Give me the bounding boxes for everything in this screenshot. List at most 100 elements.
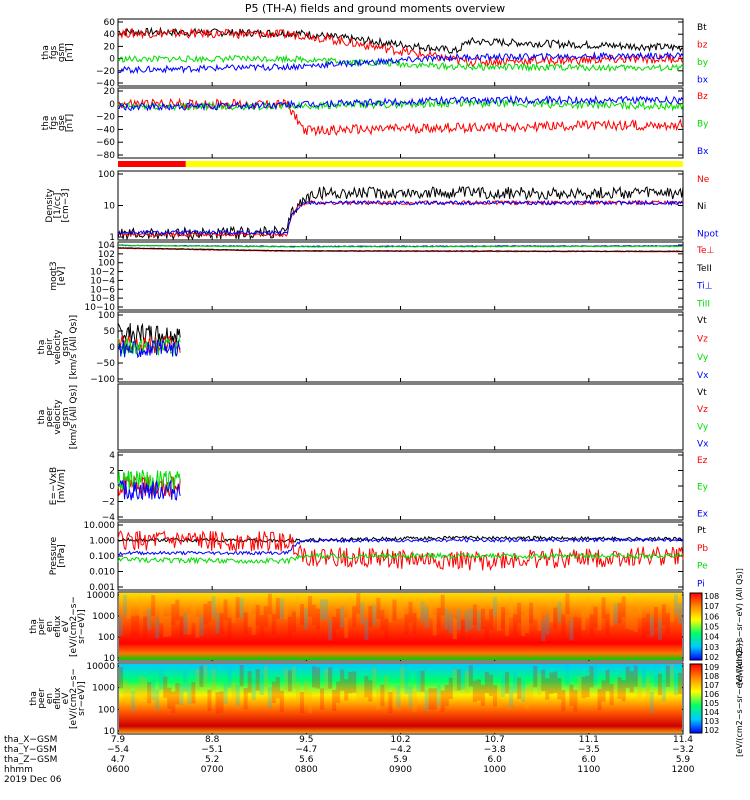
spectrogram-stripe <box>593 664 598 686</box>
spectrogram-stripe <box>360 682 365 704</box>
spectrogram-stripe <box>472 680 477 703</box>
spectrogram-stripe <box>312 604 317 626</box>
spectrogram-stripe <box>468 665 473 687</box>
y-axis-label-line: peir <box>45 338 55 356</box>
spectrogram-stripe <box>657 619 662 640</box>
spectrogram-stripe <box>424 689 429 712</box>
spectrogram-stripe <box>573 690 578 712</box>
spectrogram-stripe <box>199 615 204 636</box>
spectrogram-stripe <box>247 671 252 693</box>
y-tick-label: −20 <box>96 67 115 77</box>
spectrogram-stripe <box>436 607 441 629</box>
spectrogram-stripe <box>517 677 522 699</box>
colorbar <box>689 663 703 734</box>
y-tick-label: 40 <box>104 30 116 40</box>
spectrogram-stripe <box>432 614 437 636</box>
spectrogram-stripe <box>348 671 353 694</box>
y-axis-label-line: [eV/(cm2−s− <box>69 668 79 729</box>
series-By-line <box>117 98 684 112</box>
figure-title: P5 (TH-A) fields and ground moments over… <box>245 2 505 15</box>
spectrogram-stripe <box>545 613 550 635</box>
spectrogram-stripe <box>259 673 264 695</box>
spectrogram-stripe <box>468 608 473 630</box>
spectrogram-stripe <box>440 690 445 712</box>
y-axis-label-line: peer <box>45 406 55 427</box>
colorbar-label: [eV/(cm2−s−sr−eV) (All Qs)] <box>735 640 744 757</box>
x-tick-label-x: 11.4 <box>673 735 693 745</box>
spectrogram-stripe <box>135 615 140 637</box>
spectrogram-stripe <box>291 666 296 688</box>
legend-entry-Vx: Vx <box>697 440 709 450</box>
spectrogram-stripe <box>215 692 220 714</box>
y-tick-label: 100 <box>98 633 115 643</box>
y-axis-label-line: sr−eV)] <box>77 609 87 644</box>
y-tick-label: 1.000 <box>89 537 115 547</box>
spectrogram-stripe <box>416 670 421 692</box>
spectrogram-stripe <box>312 666 317 688</box>
spectrogram-stripe <box>372 667 377 689</box>
panel-peer_velocity: thapeervelocitygsm[km/s (All Qs)] Vt Vz Vy V… <box>37 383 709 451</box>
spectrogram-stripe <box>577 676 582 698</box>
spectrogram-stripe <box>525 612 530 634</box>
spectrogram-stripe <box>279 598 284 620</box>
spectrogram-stripe <box>609 683 614 706</box>
spectrogram-stripe <box>653 606 658 628</box>
spectrogram-stripe <box>364 676 369 698</box>
spectrogram-stripe <box>460 668 465 690</box>
spectrogram-stripe <box>247 606 252 628</box>
spectrogram-stripe <box>557 678 562 700</box>
colorbar-tick-label: 103 <box>704 643 719 652</box>
spectrogram-stripe <box>529 681 534 704</box>
spectrogram-stripe <box>484 671 489 694</box>
y-axis-label-line: en <box>45 621 55 632</box>
colorbar-tick-label: 102 <box>704 726 719 735</box>
spectrogram-stripe <box>661 680 666 702</box>
spectrogram-stripe <box>633 665 638 687</box>
y-axis-label-line: eflux <box>53 615 63 638</box>
y-axis-label-line: [km/s (All Qs)] <box>69 315 79 379</box>
spectrogram-stripe <box>340 669 345 691</box>
spectrogram-stripe <box>131 690 136 713</box>
panel-pressure: Pressure[nPa] 10.000 1.000 0.100 0.010 0.001 P… <box>49 521 708 593</box>
spectrogram-stripe <box>263 606 268 627</box>
spectrogram-stripe <box>251 678 256 701</box>
y-axis-label-line: tha <box>29 691 39 706</box>
y-axis-label-line: tha <box>41 116 51 131</box>
spectrogram-stripe <box>211 668 216 691</box>
legend-entry-Bt: Bt <box>697 23 707 33</box>
spectrogram-stripe <box>581 609 586 631</box>
y-tick-label: 100 <box>98 705 115 715</box>
spectrogram-stripe <box>605 669 610 692</box>
spectrogram-stripe <box>629 609 634 631</box>
series-by-line <box>117 54 684 73</box>
spectrogram-stripe <box>151 679 156 701</box>
y-axis-label-line: [eV] <box>57 267 67 286</box>
spectrogram-stripe <box>159 668 164 690</box>
spectrogram-stripe <box>191 682 196 704</box>
spectrogram-stripe <box>569 619 574 641</box>
spectrogram-stripe <box>360 602 365 624</box>
legend-entry-Ey: Ey <box>697 483 709 493</box>
y-axis-label: thapeervelocitygsm[km/s (All Qs)] <box>37 385 79 449</box>
spectrogram-stripe <box>167 615 172 637</box>
spectrogram-stripe <box>320 688 325 710</box>
y-tick-label: −2 <box>102 498 115 508</box>
spectrogram-stripe <box>147 682 152 704</box>
panel-peir_spectrogram: thapeirenefluxeV[eV/(cm2−s−sr−eV)]100001… <box>29 568 744 685</box>
spectrogram-stripe <box>565 664 570 686</box>
spectrogram-stripe <box>629 671 634 693</box>
spectrogram-stripe <box>609 605 614 627</box>
series-Bz-line <box>117 97 684 137</box>
spectrogram-stripe <box>492 685 498 707</box>
spectrogram-stripe <box>601 597 606 619</box>
legend-entry-Vt: Vt <box>697 388 707 398</box>
spectrogram-stripe <box>521 680 526 703</box>
spectrogram-stripe <box>460 619 465 641</box>
spectrogram-stripe <box>219 691 224 713</box>
y-axis-label: Pressure[nPa] <box>49 536 67 575</box>
spectrogram-stripe <box>541 669 546 692</box>
x-tick-label-y: −3.8 <box>484 745 506 755</box>
spectrogram-stripe <box>625 666 630 688</box>
spectrogram-stripe <box>392 688 397 710</box>
y-axis-label: thapeerenefluxeV[eV/(cm2−s−sr−eV)] <box>29 668 87 729</box>
